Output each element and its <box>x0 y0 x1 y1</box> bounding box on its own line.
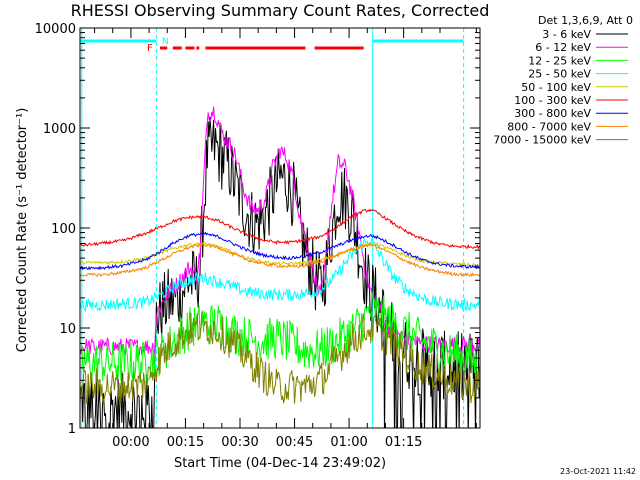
x-tick-label-3: 00:30 <box>221 435 258 450</box>
x-axis-label: Start Time (04-Dec-14 23:49:02) <box>174 456 386 471</box>
series-9 <box>80 310 480 405</box>
y-tick-label-3: 100 <box>51 222 76 237</box>
x-tick-label-6: 01:15 <box>385 435 422 450</box>
series-line-9 <box>80 310 480 405</box>
series-line-7 <box>80 231 480 271</box>
legend-entry-7: 300 - 800 keV <box>514 107 591 120</box>
series-line-5 <box>80 241 480 268</box>
footer-date: 23-Oct-2021 11:42 <box>560 467 636 476</box>
x-tick-label-1: 00:00 <box>112 435 149 450</box>
series-1 <box>80 116 480 428</box>
chart-title: RHESSI Observing Summary Count Rates, Co… <box>71 1 490 20</box>
x-tick-label-5: 01:00 <box>330 435 367 450</box>
legend-entry-3: 12 - 25 keV <box>528 54 591 67</box>
axes: 1 10 100 1000 10000 00:00 00:15 00:30 00:45 01:00… <box>35 22 481 450</box>
night-flag-label: N <box>162 37 169 47</box>
series-line-4 <box>80 237 480 313</box>
y-tick-label-2: 10 <box>59 322 76 337</box>
series-8 <box>80 242 480 278</box>
legend-entry-1: 3 - 6 keV <box>542 28 591 41</box>
series-3 <box>80 292 480 384</box>
y-tick-label-4: 1000 <box>43 122 76 137</box>
plot-area: FN <box>80 28 480 428</box>
y-axis-label: Corrected Count Rate (s⁻¹ detector⁻¹) <box>15 108 30 353</box>
series-line-8 <box>80 242 480 278</box>
series-line-2 <box>80 106 480 357</box>
series-5 <box>80 241 480 268</box>
legend-header: Det 1,3,6,9, Att 0 <box>538 14 633 27</box>
series-line-6 <box>80 208 480 250</box>
x-tick-label-4: 00:45 <box>276 435 313 450</box>
legend-entry-2: 6 - 12 keV <box>535 41 591 54</box>
series-4 <box>80 237 480 313</box>
series-2 <box>80 106 480 357</box>
legend-entry-4: 25 - 50 keV <box>528 68 591 81</box>
x-tick-label-2: 00:15 <box>167 435 204 450</box>
series-line-3 <box>80 292 480 384</box>
plot-frame <box>79 27 481 429</box>
flare-flag-label: F <box>147 43 153 54</box>
series-line-1 <box>80 116 480 428</box>
legend-entry-9: 7000 - 15000 keV <box>493 134 591 147</box>
legend-entry-5: 50 - 100 keV <box>521 81 591 94</box>
series-6 <box>80 208 480 250</box>
y-tick-label-1: 1 <box>68 422 76 437</box>
y-tick-label-5: 10000 <box>35 22 76 37</box>
series-7 <box>80 231 480 271</box>
legend-entry-8: 800 - 7000 keV <box>507 120 591 133</box>
legend-entry-6: 100 - 300 keV <box>514 94 591 107</box>
